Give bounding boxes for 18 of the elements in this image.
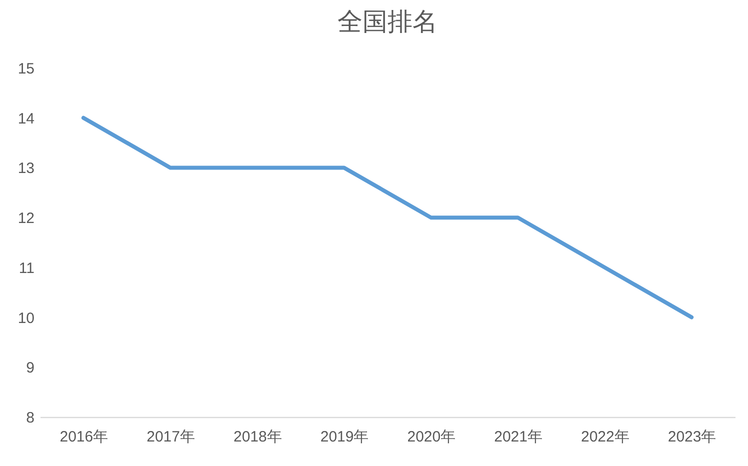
x-tick-label: 2019年: [320, 428, 369, 446]
y-tick-label: 14: [18, 110, 34, 128]
x-tick-label: 2023年: [668, 428, 716, 446]
y-tick-label: 12: [18, 210, 34, 228]
y-tick-label: 13: [18, 160, 34, 178]
x-tick-label: 2020年: [407, 428, 456, 446]
x-tick-label: 2016年: [60, 428, 108, 446]
y-tick-label: 8: [26, 410, 34, 426]
y-tick-label: 10: [18, 310, 34, 327]
chart-title: 全国排名: [338, 8, 438, 36]
y-tick-label: 9: [26, 360, 34, 377]
line-series: [81, 116, 694, 320]
y-tick-label: 15: [18, 60, 34, 78]
x-tick-label: 2021年: [494, 428, 542, 446]
x-tick-label: 2018年: [234, 428, 282, 446]
x-tick-label: 2017年: [146, 428, 195, 446]
x-tick-label: 2022年: [581, 428, 630, 446]
y-tick-label: 11: [18, 260, 34, 277]
